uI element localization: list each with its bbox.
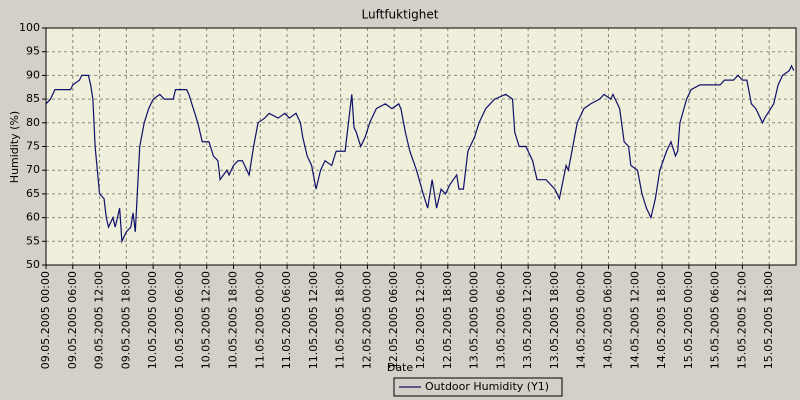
x-tick-label: 11.05.2005 06:00 [280,271,293,369]
x-tick-label: 15.05.2005 12:00 [735,271,748,369]
x-tick-label: 13.05.2005 06:00 [494,271,507,369]
legend: Outdoor Humidity (Y1) [393,377,563,397]
y-tick-label: 95 [26,45,40,58]
x-tick-label: 10.05.2005 06:00 [173,271,186,369]
x-tick-label: 09.05.2005 12:00 [93,271,106,369]
x-tick-label: 10.05.2005 00:00 [146,271,159,369]
x-tick-label: 14.05.2005 18:00 [655,271,668,369]
x-tick-label: 13.05.2005 18:00 [548,271,561,369]
x-tick-label: 09.05.2005 06:00 [66,271,79,369]
x-tick-label: 15.05.2005 06:00 [709,271,722,369]
y-tick-label: 50 [26,258,40,271]
x-tick-label: 09.05.2005 00:00 [39,271,52,369]
x-tick-label: 14.05.2005 06:00 [602,271,615,369]
x-tick-label: 09.05.2005 18:00 [119,271,132,369]
x-tick-label: 11.05.2005 00:00 [253,271,266,369]
y-tick-label: 55 [26,234,40,247]
plot-border [45,27,797,266]
x-tick-label: 12.05.2005 00:00 [360,271,373,369]
y-tick-label: 60 [26,211,40,224]
legend-label: Outdoor Humidity (Y1) [425,380,549,393]
y-tick-label: 100 [19,21,40,34]
x-tick-label: 12.05.2005 12:00 [414,271,427,369]
x-tick-label: 10.05.2005 18:00 [227,271,240,369]
x-tick-label: 14.05.2005 00:00 [575,271,588,369]
x-tick-label: 13.05.2005 00:00 [468,271,481,369]
x-tick-label: 12.05.2005 06:00 [387,271,400,369]
y-tick-label: 85 [26,92,40,105]
y-tick-label: 70 [26,163,40,176]
y-tick-label: 65 [26,187,40,200]
x-tick-label: 11.05.2005 18:00 [334,271,347,369]
x-tick-label: 10.05.2005 12:00 [200,271,213,369]
legend-box [393,377,563,397]
x-tick-label: 15.05.2005 00:00 [682,271,695,369]
data-line [45,64,795,244]
y-axis-label: Humidity (%) [8,111,21,183]
x-tick-label: 13.05.2005 12:00 [521,271,534,369]
x-tick-label: 14.05.2005 12:00 [628,271,641,369]
x-tick-label: 12.05.2005 18:00 [441,271,454,369]
x-tick-label: 11.05.2005 12:00 [307,271,320,369]
y-tick-label: 90 [26,68,40,81]
chart-title: Luftfuktighet [362,8,439,22]
y-tick-label: 75 [26,140,40,153]
y-tick-label: 80 [26,116,40,129]
x-tick-label: 15.05.2005 18:00 [762,271,775,369]
x-axis-label: Date [387,361,414,374]
